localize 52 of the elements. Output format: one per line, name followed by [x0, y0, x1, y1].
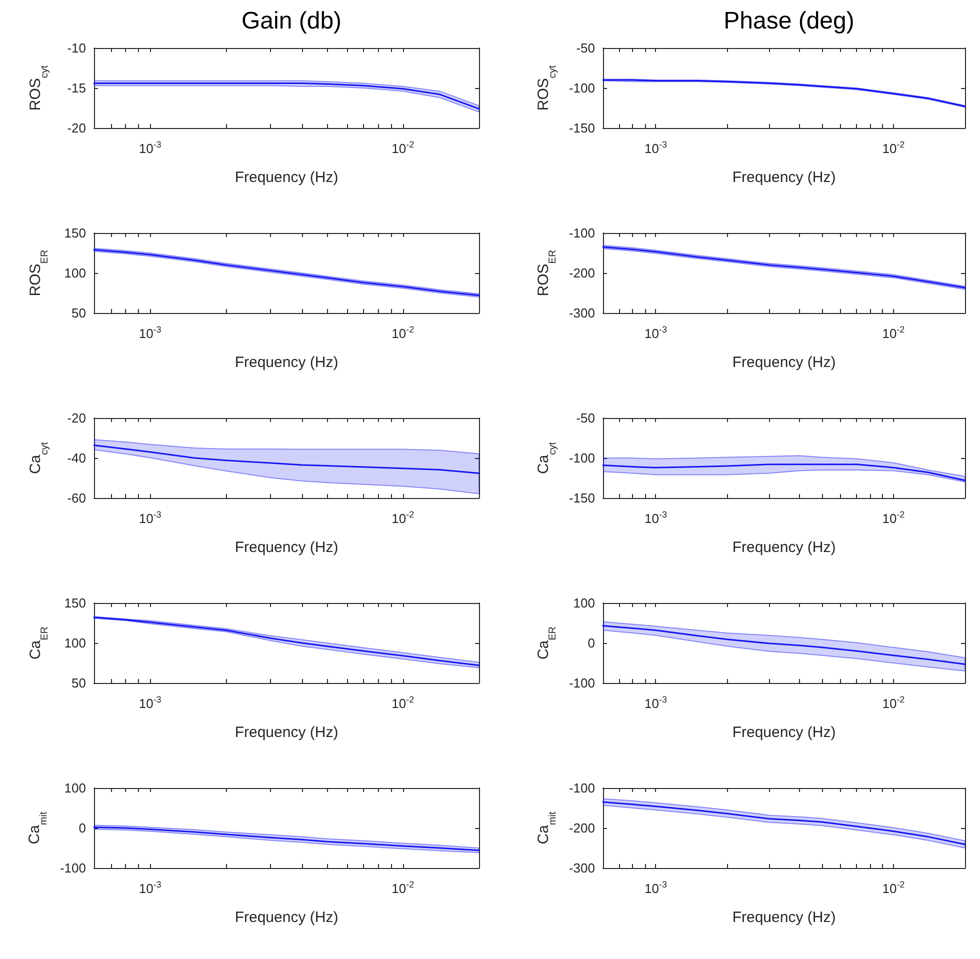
y-tick-label: 100	[64, 636, 86, 650]
chart-title: Gain (db)	[241, 8, 342, 34]
y-tick-label: -100	[568, 780, 595, 796]
y-axis-title: Camit	[535, 812, 559, 844]
y-tick-label: -100	[568, 226, 595, 240]
y-axis-title: CaER	[27, 626, 50, 660]
y-tick-label: -100	[60, 860, 86, 876]
y-tick-label: -150	[568, 120, 595, 136]
y-axis-title: CaER	[535, 626, 559, 660]
y-tick-label: 150	[64, 226, 86, 240]
y-tick-label: 0	[78, 820, 86, 836]
y-tick-label: -300	[568, 860, 595, 876]
y-tick-label: -100	[568, 676, 595, 690]
y-axis-title: Cacyt	[27, 442, 50, 474]
y-axis-title: Cacyt	[535, 442, 559, 474]
y-tick-label: -10	[67, 40, 86, 56]
x-axis-title: Frequency (Hz)	[732, 909, 836, 926]
y-tick-label: -50	[576, 410, 595, 426]
x-axis-title: Frequency (Hz)	[732, 724, 836, 741]
x-axis-title: Frequency (Hz)	[234, 909, 338, 926]
chart-title: Phase (deg)	[724, 8, 854, 34]
x-axis-title: Frequency (Hz)	[732, 169, 836, 186]
y-tick-label: -40	[67, 450, 86, 466]
y-tick-label: 50	[72, 306, 86, 320]
x-axis-title: Frequency (Hz)	[234, 354, 338, 371]
y-tick-label: 100	[64, 266, 86, 280]
y-axis-title: ROSER	[27, 250, 50, 296]
x-axis-title: Frequency (Hz)	[732, 539, 836, 556]
y-tick-label: 50	[72, 676, 86, 690]
y-tick-label: 100	[64, 780, 86, 796]
y-tick-label: -50	[576, 40, 595, 56]
y-tick-label: -15	[67, 80, 86, 96]
x-axis-title: Frequency (Hz)	[732, 354, 836, 371]
y-tick-label: -200	[568, 820, 595, 836]
y-tick-label: 0	[588, 636, 595, 650]
y-tick-label: -100	[568, 80, 595, 96]
y-tick-label: -100	[568, 450, 595, 466]
y-axis-title: ROScyt	[535, 65, 559, 111]
y-tick-label: -20	[67, 120, 86, 136]
y-axis-title: ROScyt	[27, 65, 50, 111]
x-axis-title: Frequency (Hz)	[234, 724, 338, 741]
y-tick-label: 100	[573, 596, 595, 610]
y-axis-title: Camit	[26, 812, 50, 844]
y-axis-title: ROSER	[535, 250, 559, 296]
x-axis-title: Frequency (Hz)	[234, 539, 338, 556]
y-tick-label: -60	[67, 490, 86, 506]
y-tick-label: -200	[568, 266, 595, 280]
x-axis-title: Frequency (Hz)	[234, 169, 338, 186]
y-tick-label: -150	[568, 490, 595, 506]
y-tick-label: -300	[568, 306, 595, 320]
y-tick-label: 150	[64, 596, 86, 610]
y-tick-label: -20	[67, 410, 86, 426]
